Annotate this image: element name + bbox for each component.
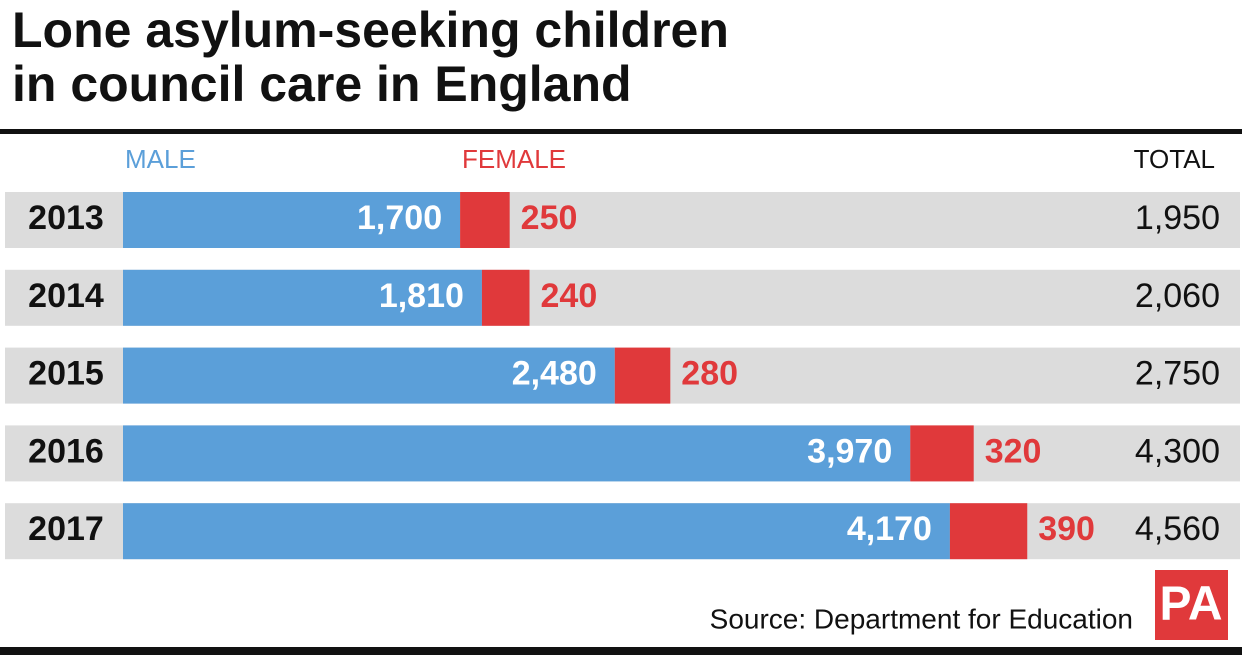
total-label: 2,060 [1135, 277, 1220, 315]
bar [460, 192, 510, 248]
total-label: 2,750 [1135, 355, 1220, 393]
value-label: 280 [681, 355, 738, 393]
bar [481, 269, 530, 326]
category-label: 2015 [28, 355, 104, 393]
logo-box [1155, 570, 1228, 640]
category-label: 2016 [28, 432, 104, 470]
bar [123, 347, 615, 404]
value-label: 3,970 [807, 432, 892, 470]
total-label: 4,560 [1135, 510, 1220, 548]
total-label: 4,300 [1135, 432, 1220, 470]
legend-label: FEMALE [462, 144, 566, 174]
value-label: 240 [541, 277, 598, 315]
bar [949, 503, 1028, 560]
bar [614, 347, 671, 404]
bottom-rule [0, 647, 1242, 655]
value-label: 1,810 [379, 277, 464, 315]
value-label: 2,480 [512, 355, 597, 393]
bar [123, 425, 911, 482]
bar [123, 192, 461, 248]
value-label: 4,170 [847, 510, 932, 548]
category-label: 2014 [28, 277, 104, 315]
chart-title: Lone asylum-seeking children [12, 2, 729, 58]
totals-header: TOTAL [1134, 144, 1215, 174]
value-label: 390 [1038, 510, 1095, 548]
source: Source: Department for Education [710, 603, 1133, 634]
category-label: 2013 [28, 199, 104, 237]
value-label: 250 [521, 199, 578, 237]
bar [910, 425, 974, 482]
top-rule [0, 129, 1242, 134]
value-label: 1,700 [357, 199, 442, 237]
value-label: 320 [985, 432, 1042, 470]
legend-label: MALE [125, 144, 196, 174]
category-label: 2017 [28, 510, 104, 548]
total-label: 1,950 [1135, 199, 1220, 237]
bar [123, 503, 950, 560]
chart-title: in council care in England [12, 56, 632, 112]
logo: PA [1159, 578, 1222, 631]
bar [123, 269, 482, 326]
